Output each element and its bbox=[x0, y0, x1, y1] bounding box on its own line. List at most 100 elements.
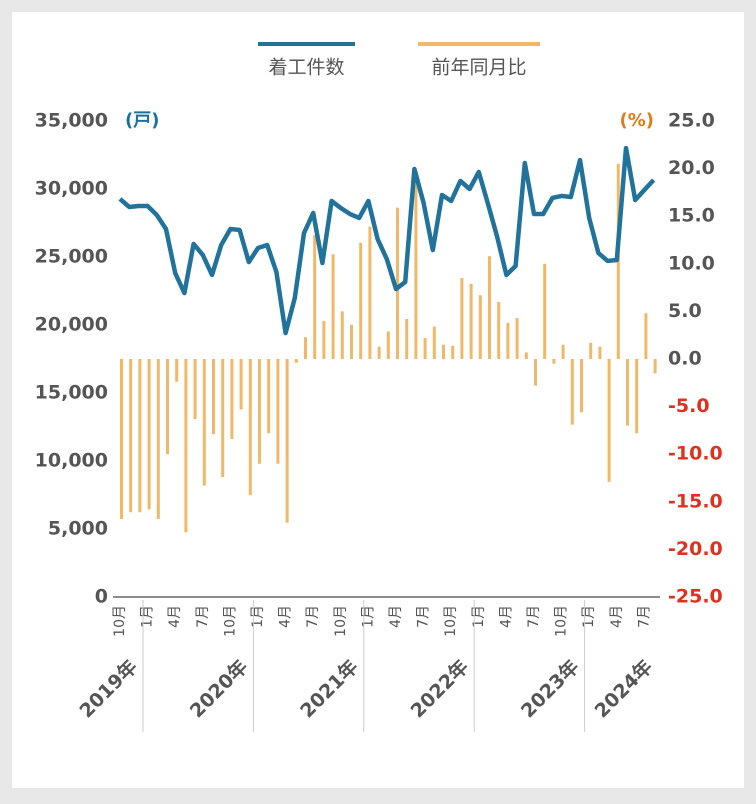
x-tick-label: 1月 bbox=[360, 605, 376, 628]
bar bbox=[166, 359, 169, 455]
line bbox=[118, 145, 656, 336]
bar bbox=[120, 359, 123, 519]
y2-tick-label: -15.0 bbox=[668, 490, 723, 512]
y2-tick-label: -20.0 bbox=[668, 538, 723, 560]
x-tick-label: 10月 bbox=[112, 605, 128, 637]
legend-label: 前年同月比 bbox=[431, 57, 526, 79]
bar bbox=[561, 344, 565, 359]
bar bbox=[285, 359, 289, 523]
bar bbox=[230, 359, 234, 439]
y-tick-label: 15,000 bbox=[35, 382, 108, 404]
bar bbox=[193, 359, 197, 419]
y2-tick-label: 10.0 bbox=[668, 252, 715, 274]
y2-tick-label: -25.0 bbox=[668, 586, 723, 608]
y2-tick-label: -5.0 bbox=[668, 395, 710, 417]
y2-tick-label: 25.0 bbox=[668, 110, 715, 132]
x-tick-label: 7月 bbox=[526, 605, 542, 628]
y-tick-label: 25,000 bbox=[35, 246, 108, 268]
bar bbox=[478, 295, 482, 359]
bar bbox=[221, 359, 225, 478]
bar bbox=[294, 359, 298, 363]
bar bbox=[405, 319, 409, 359]
bar bbox=[359, 242, 363, 359]
x-tick-label: 7月 bbox=[195, 605, 211, 628]
bar bbox=[432, 326, 436, 359]
bar bbox=[239, 359, 243, 410]
bar bbox=[368, 226, 372, 359]
bar bbox=[589, 342, 593, 359]
bar bbox=[129, 359, 133, 513]
bar bbox=[423, 338, 427, 359]
y2-tick-label: 15.0 bbox=[668, 205, 715, 227]
y2-tick-label: 20.0 bbox=[668, 157, 715, 179]
bar bbox=[414, 180, 418, 359]
x-tick-label: 4月 bbox=[278, 605, 294, 628]
y2-unit: (%) bbox=[620, 110, 655, 131]
bar bbox=[147, 359, 151, 510]
bar bbox=[267, 359, 271, 434]
y-tick-label: 30,000 bbox=[35, 178, 108, 200]
bar bbox=[248, 359, 252, 496]
bar bbox=[386, 331, 390, 359]
panel bbox=[12, 12, 744, 788]
y-tick-label: 10,000 bbox=[35, 450, 108, 472]
bar bbox=[175, 359, 179, 382]
bar bbox=[524, 352, 528, 359]
y-tick-label: 35,000 bbox=[35, 110, 108, 132]
bar bbox=[598, 346, 602, 359]
bar bbox=[653, 359, 657, 374]
bar bbox=[138, 359, 142, 513]
x-tick-label: 4月 bbox=[498, 605, 514, 628]
bar bbox=[515, 318, 519, 359]
x-tick-label: 1月 bbox=[140, 605, 156, 628]
y2-tick-label: -10.0 bbox=[668, 443, 723, 465]
x-tick-label: 1月 bbox=[581, 605, 597, 628]
bar bbox=[460, 278, 464, 359]
bar bbox=[276, 359, 280, 464]
bar bbox=[543, 263, 547, 359]
bar bbox=[350, 324, 353, 359]
legend-label: 着工件数 bbox=[268, 57, 344, 79]
bar bbox=[304, 337, 307, 359]
x-tick-label: 10月 bbox=[333, 605, 349, 637]
bar bbox=[570, 359, 574, 425]
x-tick-label: 7月 bbox=[636, 605, 652, 628]
bar bbox=[497, 301, 501, 359]
x-tick-label: 7月 bbox=[416, 605, 432, 628]
bar bbox=[322, 320, 326, 359]
bar bbox=[396, 207, 399, 359]
bar bbox=[552, 359, 556, 364]
bar bbox=[331, 254, 335, 359]
bar bbox=[202, 359, 206, 486]
bar bbox=[607, 359, 611, 482]
bar bbox=[184, 359, 188, 533]
x-tick-label: 10月 bbox=[443, 605, 459, 637]
x-tick-label: 4月 bbox=[609, 605, 625, 628]
bar bbox=[469, 283, 473, 359]
x-tick-label: 7月 bbox=[305, 605, 321, 628]
y-tick-label: 0 bbox=[95, 586, 108, 608]
y-tick-label: 5,000 bbox=[48, 518, 108, 540]
x-tick-label: 1月 bbox=[250, 605, 266, 628]
bar bbox=[340, 311, 344, 359]
bar bbox=[488, 256, 491, 359]
bar bbox=[451, 345, 455, 359]
x-tick-label: 10月 bbox=[222, 605, 238, 637]
x-tick-label: 1月 bbox=[471, 605, 487, 628]
x-tick-label: 4月 bbox=[388, 605, 404, 628]
bar bbox=[506, 322, 510, 359]
bar bbox=[534, 359, 537, 386]
bar bbox=[313, 235, 317, 359]
bar bbox=[156, 359, 160, 519]
bar bbox=[258, 359, 261, 464]
bar bbox=[580, 359, 583, 413]
y2-tick-label: 0.0 bbox=[668, 348, 702, 370]
bar bbox=[626, 359, 629, 426]
bar bbox=[644, 313, 648, 359]
y2-tick-label: 5.0 bbox=[668, 300, 702, 322]
y-unit: (戸) bbox=[125, 110, 159, 131]
y-tick-label: 20,000 bbox=[35, 314, 108, 336]
x-tick-label: 10月 bbox=[554, 605, 570, 637]
